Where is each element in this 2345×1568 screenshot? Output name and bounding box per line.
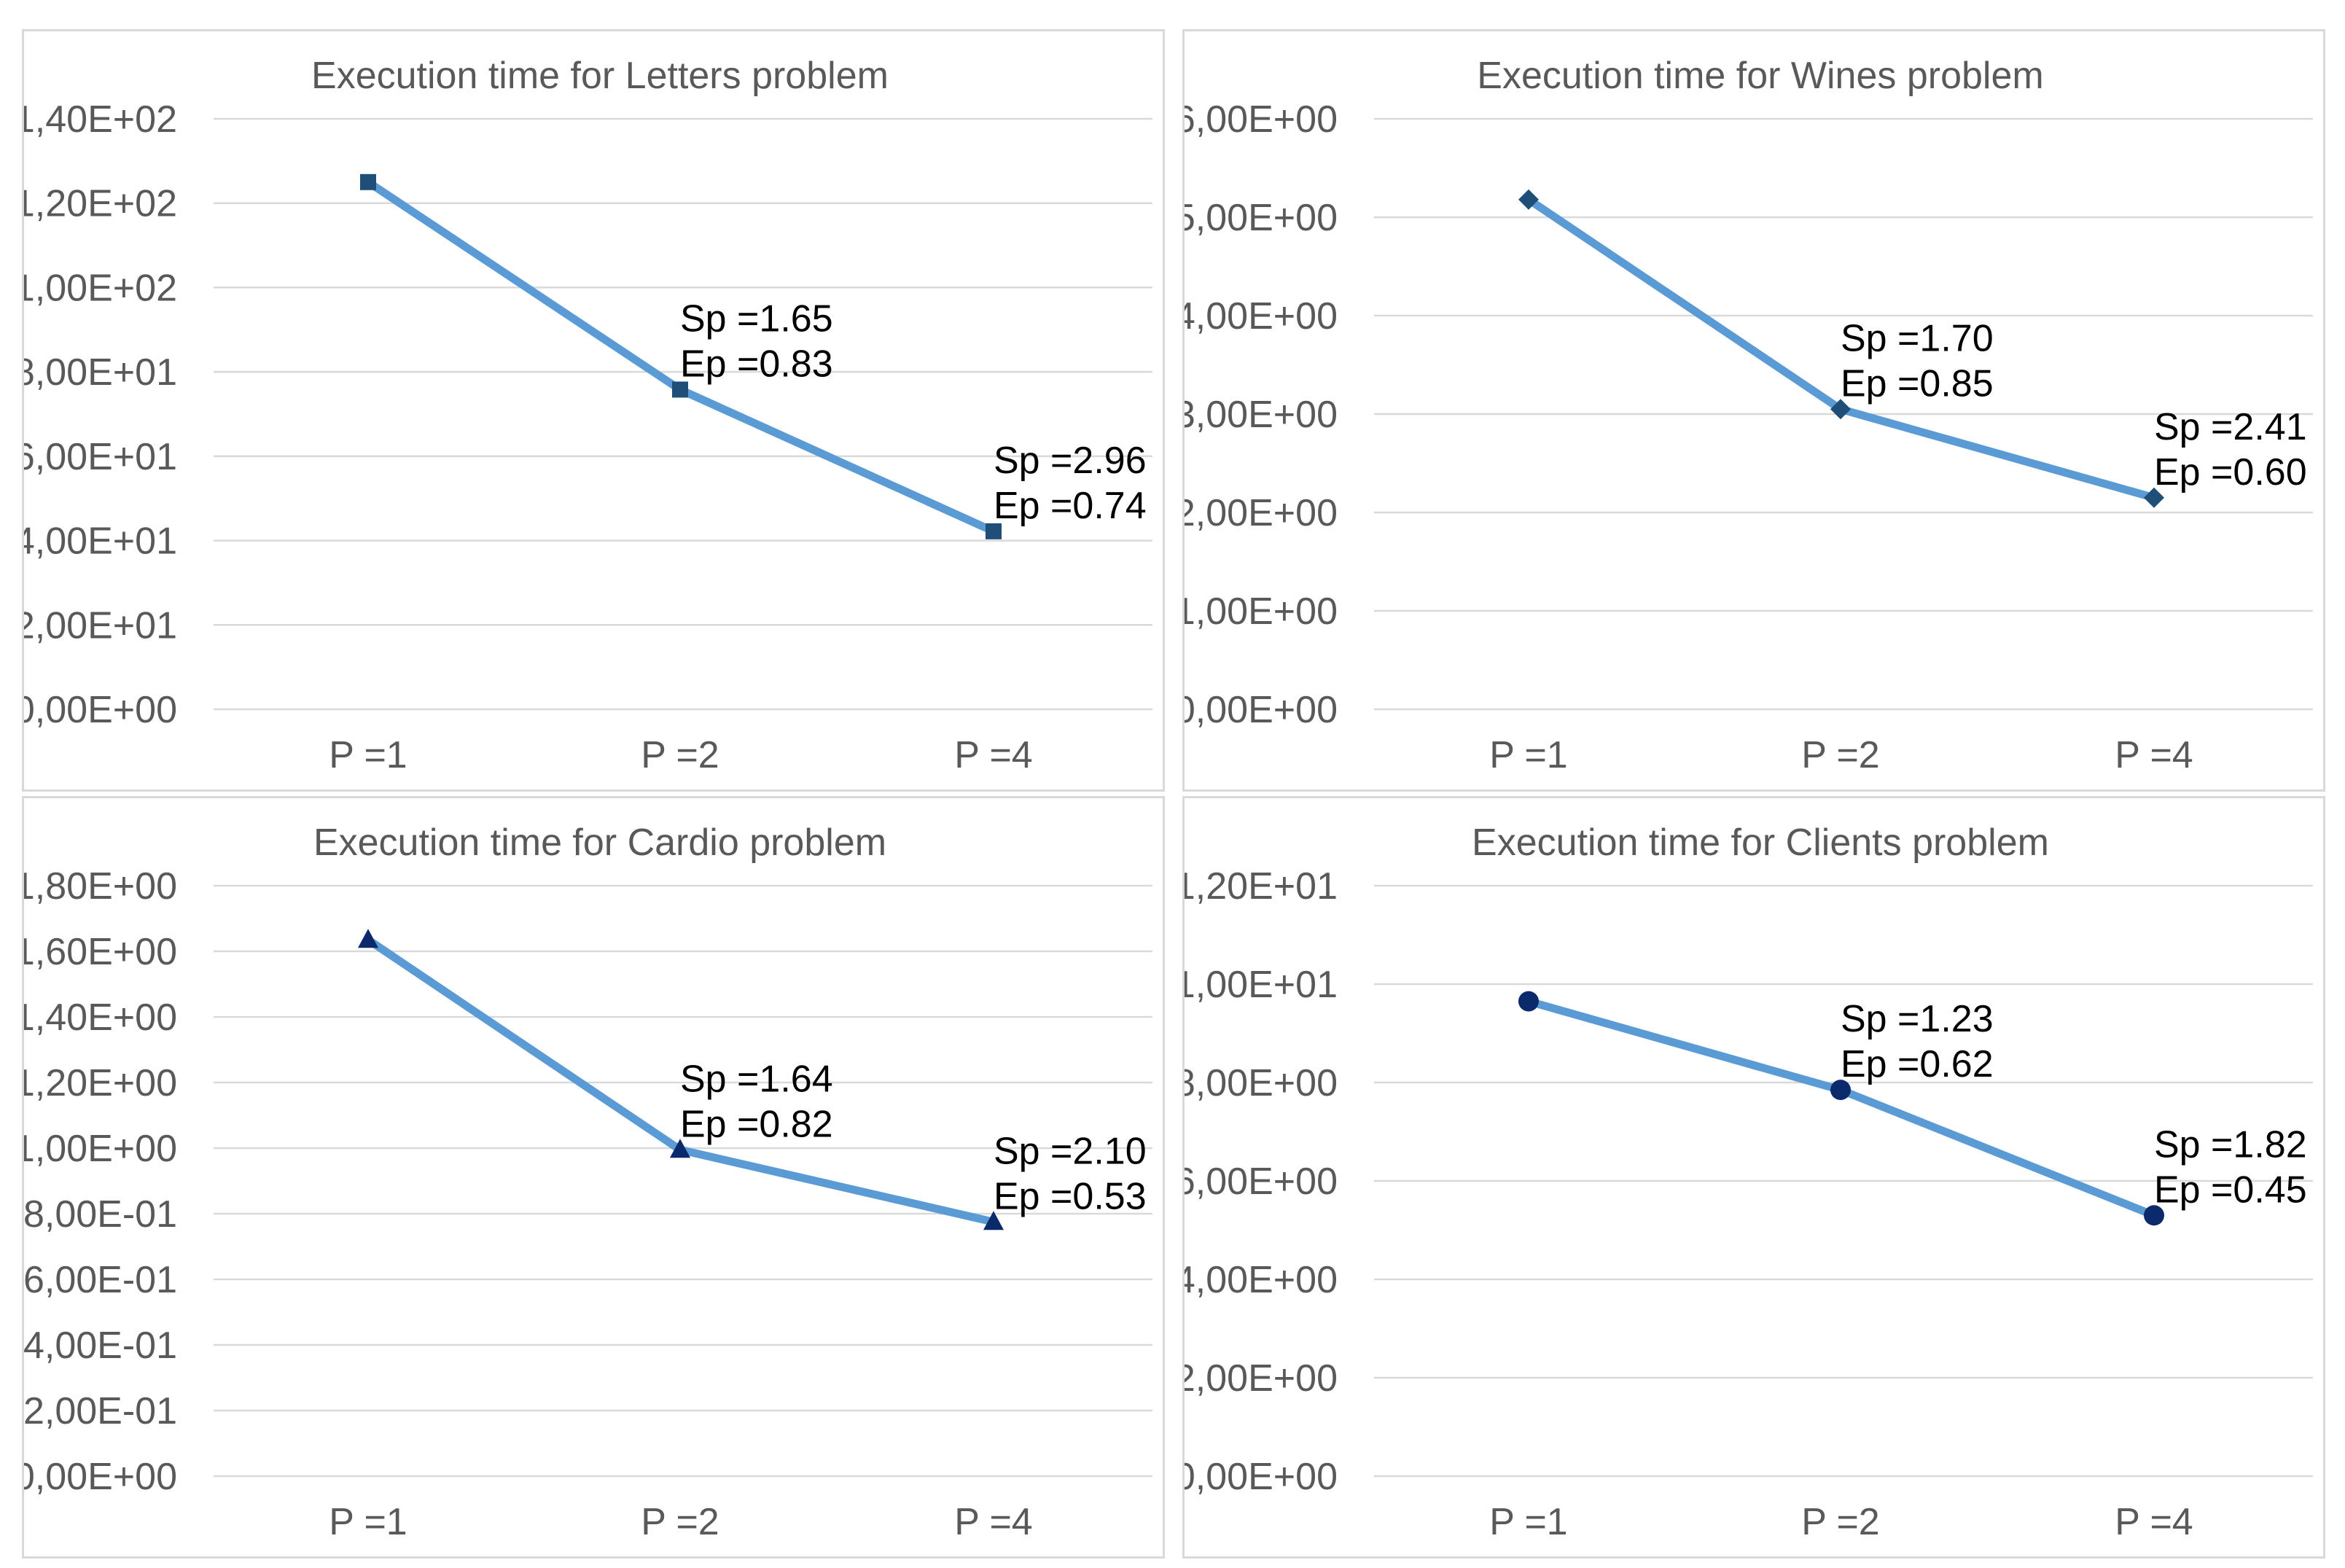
letters-x-tick-label: P =2 bbox=[641, 734, 719, 776]
clients-marker-p2 bbox=[1830, 1080, 1851, 1101]
wines-marker-p4 bbox=[2144, 487, 2164, 508]
cardio-y-tick-label: 0,00E+00 bbox=[24, 1456, 177, 1498]
speedup-label: Sp =1.23 bbox=[1841, 998, 1994, 1040]
wines-y-tick-label: 6,00E+00 bbox=[1185, 98, 1338, 141]
cardio-y-tick-label: 1,80E+00 bbox=[24, 865, 177, 908]
wines-y-tick-label: 3,00E+00 bbox=[1185, 394, 1338, 436]
efficiency-label: Ep =0.62 bbox=[1841, 1043, 1994, 1085]
wines-x-tick-label: P =4 bbox=[2115, 734, 2193, 776]
efficiency-label: Ep =0.83 bbox=[680, 343, 833, 385]
clients-y-tick-label: 8,00E+00 bbox=[1185, 1062, 1338, 1104]
cardio-chart: Execution time for Cardio problem 0,00E+0… bbox=[24, 822, 1152, 1543]
clients-chart-title: Execution time for Clients problem bbox=[1472, 822, 2049, 864]
speedup-label: Sp =1.65 bbox=[680, 297, 833, 340]
efficiency-label: Ep =0.45 bbox=[2154, 1169, 2307, 1211]
clients-marker-p4 bbox=[2144, 1205, 2164, 1226]
clients-x-tick-label: P =1 bbox=[1489, 1501, 1567, 1543]
letters-y-tick-label: 1,40E+02 bbox=[24, 98, 177, 141]
speedup-label: Sp =2.41 bbox=[2154, 406, 2307, 448]
speedup-label: Sp =1.82 bbox=[2154, 1123, 2307, 1166]
cardio-annotation-p4: Sp =2.10 Ep =0.53 bbox=[994, 1130, 1147, 1217]
wines-chart-title: Execution time for Wines problem bbox=[1477, 55, 2043, 97]
clients-y-tick-label: 1,20E+01 bbox=[1185, 865, 1338, 908]
cardio-x-tick-label: P =2 bbox=[641, 1501, 719, 1543]
clients-chart: Execution time for Clients problem 0,00E+… bbox=[1185, 822, 2313, 1543]
letters-annotation-p4: Sp =2.96 Ep =0.74 bbox=[994, 440, 1147, 527]
clients-marker-p1 bbox=[1518, 991, 1539, 1012]
wines-y-tick-label: 0,00E+00 bbox=[1185, 689, 1338, 731]
efficiency-label: Ep =0.53 bbox=[994, 1175, 1147, 1217]
letters-marker-p4 bbox=[986, 523, 1002, 539]
letters-chart-title: Execution time for Letters problem bbox=[311, 55, 889, 97]
wines-y-tick-label: 5,00E+00 bbox=[1185, 197, 1338, 239]
wines-y-tick-label: 2,00E+00 bbox=[1185, 492, 1338, 534]
speedup-label: Sp =1.64 bbox=[680, 1058, 833, 1100]
wines-marker-p1 bbox=[1518, 189, 1539, 210]
wines-x-tick-label: P =2 bbox=[1801, 734, 1879, 776]
letters-y-tick-label: 2,00E+01 bbox=[24, 604, 177, 647]
speedup-label: Sp =1.70 bbox=[1841, 317, 1994, 359]
efficiency-label: Ep =0.60 bbox=[2154, 451, 2307, 494]
clients-y-tick-label: 6,00E+00 bbox=[1185, 1161, 1338, 1203]
cardio-y-tick-label: 1,40E+00 bbox=[24, 996, 177, 1039]
cardio-chart-title: Execution time for Cardio problem bbox=[313, 822, 886, 864]
chart-panel-clients: Execution time for Clients problem 0,00E+… bbox=[1182, 796, 2325, 1559]
clients-x-tick-label: P =2 bbox=[1801, 1501, 1879, 1543]
letters-y-tick-label: 1,00E+02 bbox=[24, 267, 177, 309]
cardio-y-tick-label: 6,00E-01 bbox=[24, 1259, 177, 1301]
cardio-y-tick-label: 2,00E-01 bbox=[24, 1390, 177, 1432]
clients-y-tick-label: 4,00E+00 bbox=[1185, 1259, 1338, 1301]
cardio-marker-p4 bbox=[983, 1211, 1004, 1230]
clients-annotation-p4: Sp =1.82 Ep =0.45 bbox=[2154, 1123, 2307, 1211]
cardio-annotation-p2: Sp =1.64 Ep =0.82 bbox=[680, 1058, 833, 1145]
clients-x-tick-label: P =4 bbox=[2115, 1501, 2193, 1543]
chart-panel-cardio: Execution time for Cardio problem 0,00E+0… bbox=[22, 796, 1165, 1559]
letters-marker-p2 bbox=[672, 381, 688, 398]
clients-annotation-p2: Sp =1.23 Ep =0.62 bbox=[1841, 998, 1994, 1085]
efficiency-label: Ep =0.85 bbox=[1841, 362, 1994, 405]
wines-marker-p2 bbox=[1830, 399, 1851, 420]
cardio-x-tick-label: P =4 bbox=[954, 1501, 1032, 1543]
cardio-x-tick-label: P =1 bbox=[329, 1501, 407, 1543]
letters-y-tick-label: 8,00E+01 bbox=[24, 351, 177, 394]
letters-x-tick-label: P =1 bbox=[329, 734, 407, 776]
wines-chart: Execution time for Wines problem 0,00E+00… bbox=[1185, 55, 2313, 776]
cardio-marker-p2 bbox=[670, 1139, 690, 1158]
cardio-y-tick-label: 8,00E-01 bbox=[24, 1193, 177, 1236]
chart-panel-wines: Execution time for Wines problem 0,00E+00… bbox=[1182, 29, 2325, 792]
wines-y-tick-label: 1,00E+00 bbox=[1185, 590, 1338, 633]
clients-y-tick-label: 1,00E+01 bbox=[1185, 964, 1338, 1006]
letters-annotation-p2: Sp =1.65 Ep =0.83 bbox=[680, 297, 833, 385]
wines-x-tick-label: P =1 bbox=[1489, 734, 1567, 776]
cardio-y-tick-label: 1,00E+00 bbox=[24, 1128, 177, 1170]
letters-y-tick-label: 0,00E+00 bbox=[24, 689, 177, 731]
wines-y-tick-label: 4,00E+00 bbox=[1185, 295, 1338, 338]
letters-x-tick-label: P =4 bbox=[954, 734, 1032, 776]
speedup-label: Sp =2.96 bbox=[994, 440, 1147, 482]
wines-annotation-p4: Sp =2.41 Ep =0.60 bbox=[2154, 406, 2307, 494]
letters-chart: Execution time for Letters problem 0,00E+… bbox=[24, 55, 1152, 776]
efficiency-label: Ep =0.82 bbox=[680, 1103, 833, 1145]
letters-y-tick-label: 4,00E+01 bbox=[24, 520, 177, 563]
clients-y-tick-label: 2,00E+00 bbox=[1185, 1357, 1338, 1400]
cardio-y-tick-label: 1,60E+00 bbox=[24, 931, 177, 973]
cardio-y-tick-label: 4,00E-01 bbox=[24, 1325, 177, 1367]
letters-y-tick-label: 6,00E+01 bbox=[24, 436, 177, 478]
efficiency-label: Ep =0.74 bbox=[994, 485, 1147, 527]
clients-y-tick-label: 0,00E+00 bbox=[1185, 1456, 1338, 1498]
letters-marker-p1 bbox=[360, 173, 376, 190]
wines-annotation-p2: Sp =1.70 Ep =0.85 bbox=[1841, 317, 1994, 405]
chart-panel-letters: Execution time for Letters problem 0,00E+… bbox=[22, 29, 1165, 792]
cardio-y-tick-label: 1,20E+00 bbox=[24, 1062, 177, 1104]
cardio-marker-p1 bbox=[358, 929, 378, 948]
speedup-label: Sp =2.10 bbox=[994, 1130, 1147, 1172]
letters-y-tick-label: 1,20E+02 bbox=[24, 183, 177, 225]
